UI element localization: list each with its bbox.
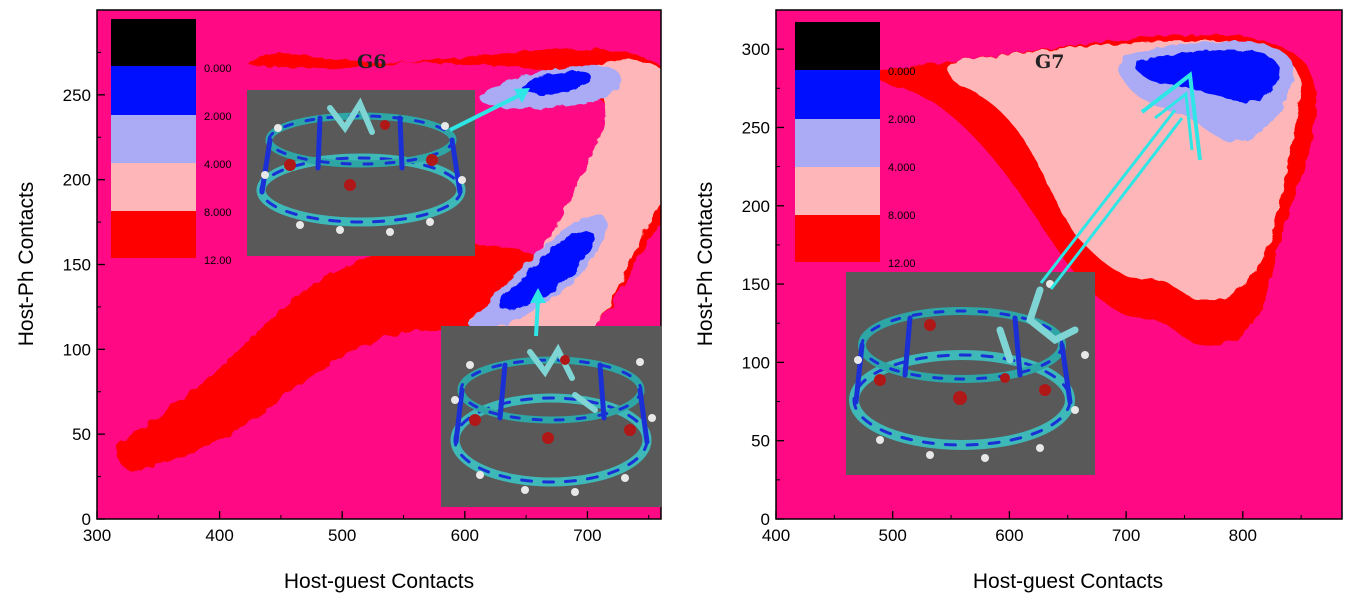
legend-label-0-g7: 0.000 [888, 66, 916, 78]
y-tick-label-g7-3: 150 [742, 275, 770, 294]
molecule-render-g7 [849, 280, 1089, 462]
double-arrow-g7 [1039, 71, 1202, 290]
band-2-upper-g6 [521, 71, 591, 95]
axis-ticks-g7: 400 500 600 700 800 0 50 100 150 200 250 300 [742, 40, 1302, 545]
x-tick-label-g7-4: 800 [1229, 526, 1257, 545]
x-tick-label-g6-1: 400 [205, 526, 233, 545]
x-tick-label-g6-4: 700 [573, 526, 601, 545]
legend-swatch-4-g7 [795, 119, 880, 167]
legend-label-4-g7: 4.000 [888, 162, 916, 174]
molecule-render-top-g6 [256, 97, 466, 236]
molecule-render-bottom-g6 [450, 343, 656, 496]
x-axis-label-g6: Host-guest Contacts [284, 570, 474, 593]
y-tick-label-g6-5: 250 [63, 86, 91, 105]
legend-swatch-4-g6 [111, 115, 196, 163]
band-8-g6 [470, 59, 661, 345]
y-tick-label-g6-3: 150 [63, 256, 91, 275]
legend-swatch-0-g6 [111, 19, 196, 66]
y-tick-label-g7-0: 0 [761, 510, 770, 529]
molecule-inset-bottom-g6 [441, 326, 662, 507]
plot-frame-g7 [775, 9, 1343, 520]
x-tick-label-g6-0: 300 [83, 526, 111, 545]
x-tick-label-g6-3: 600 [451, 526, 479, 545]
legend-swatch-0-g7 [795, 22, 880, 70]
legend-label-12-g7: 12.00 [888, 258, 916, 270]
y-tick-label-g6-2: 100 [63, 340, 91, 359]
legend-swatch-2-g6 [111, 66, 196, 115]
x-tick-label-g7-1: 500 [879, 526, 907, 545]
legend-label-0-g6: 0.000 [204, 63, 232, 75]
arrow-upper-g6 [449, 88, 530, 132]
y-tick-label-g6-0: 0 [82, 510, 91, 529]
y-tick-label-g7-5: 250 [742, 118, 770, 137]
x-axis-label-g7: Host-guest Contacts [973, 570, 1163, 593]
legend-swatch-2-g7 [795, 70, 880, 119]
band-12-g6 [116, 49, 661, 471]
legend-swatch-12-g7 [795, 215, 880, 262]
legend-label-12-g6: 12.00 [204, 255, 232, 267]
y-tick-label-g6-1: 50 [72, 425, 91, 444]
legend-label-8-g6: 8.000 [204, 207, 232, 219]
legend-swatch-8-g6 [111, 163, 196, 211]
legend-swatch-12-g6 [111, 211, 196, 258]
y-tick-label-g7-4: 200 [742, 197, 770, 216]
legend-label-2-g6: 2.000 [204, 111, 232, 123]
band-2-lower-g6 [498, 230, 594, 311]
y-axis-label-g6: Host-Ph Contacts [15, 182, 38, 347]
band-2-g7 [1136, 49, 1280, 103]
molecule-inset-top-g6 [247, 90, 475, 256]
legend-g7: 0.000 2.000 4.000 8.000 12.00 [795, 22, 916, 270]
molecule-inset-g7 [846, 272, 1095, 475]
panel-title-g7: G7 [1035, 51, 1064, 73]
y-tick-label-g6-4: 200 [63, 171, 91, 190]
x-tick-label-g7-2: 600 [995, 526, 1023, 545]
contour-g7 [878, 34, 1317, 346]
x-tick-label-g7-3: 700 [1112, 526, 1140, 545]
panel-title-g6: G6 [357, 51, 386, 73]
arrow-lower-g6 [530, 288, 546, 337]
panel-g7: 400 500 600 700 800 0 50 100 150 200 250 300 0.000 … [694, 9, 1343, 593]
legend-label-8-g7: 8.000 [888, 210, 916, 222]
legend-g6: 0.000 2.000 4.000 8.000 12.00 [111, 19, 232, 267]
y-axis-label-g7: Host-Ph Contacts [694, 182, 717, 347]
legend-swatch-8-g7 [795, 167, 880, 215]
y-tick-label-g7-2: 100 [742, 353, 770, 372]
legend-label-4-g6: 4.000 [204, 159, 232, 171]
legend-label-2-g7: 2.000 [888, 114, 916, 126]
y-tick-label-g7-6: 300 [742, 40, 770, 59]
x-tick-label-g7-0: 400 [762, 526, 790, 545]
x-tick-label-g6-2: 500 [328, 526, 356, 545]
panel-g6: 300 400 500 600 700 0 50 100 150 200 250 0.000 2.0… [15, 9, 662, 593]
axis-ticks-g6: 300 400 500 600 700 0 50 100 150 200 250 [63, 51, 650, 545]
y-tick-label-g7-1: 50 [751, 432, 770, 451]
